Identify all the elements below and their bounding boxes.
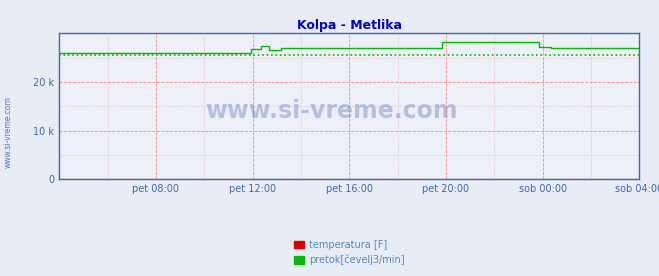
Title: Kolpa - Metlika: Kolpa - Metlika bbox=[297, 19, 402, 32]
Legend: temperatura [F], pretok[čevelj3/min]: temperatura [F], pretok[čevelj3/min] bbox=[294, 240, 405, 265]
Text: www.si-vreme.com: www.si-vreme.com bbox=[206, 99, 458, 123]
Text: www.si-vreme.com: www.si-vreme.com bbox=[4, 97, 13, 168]
